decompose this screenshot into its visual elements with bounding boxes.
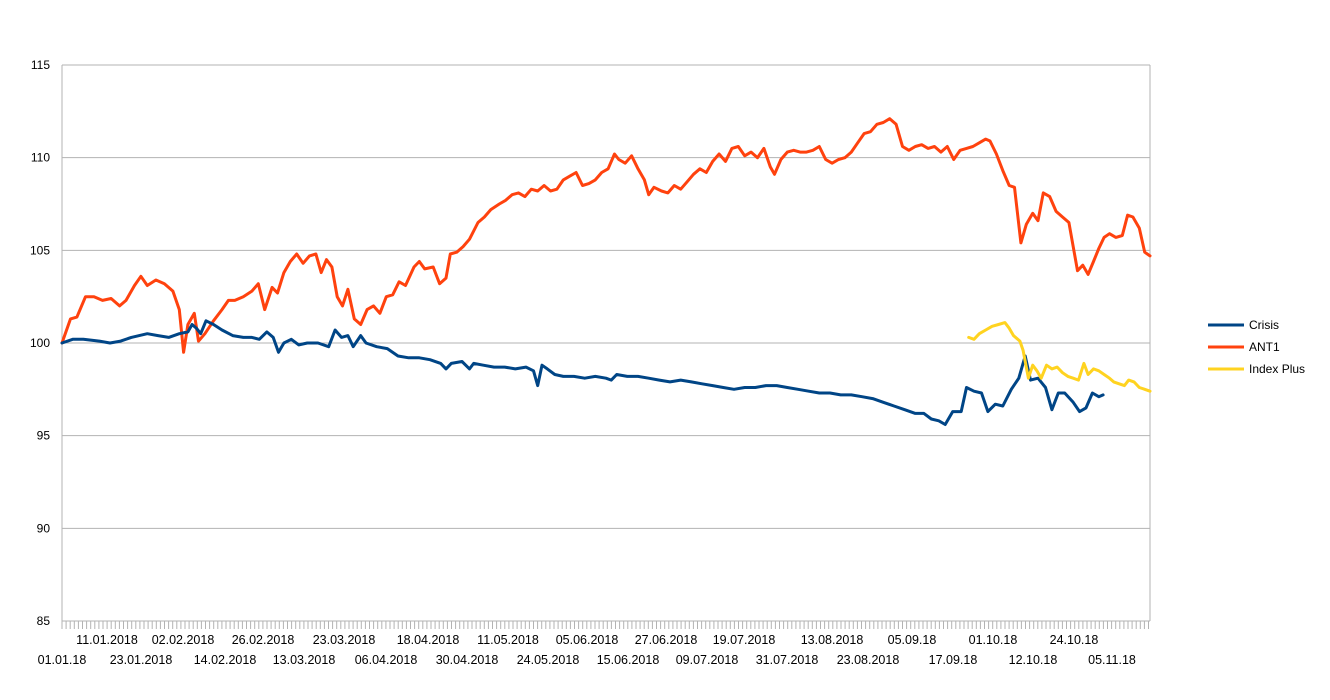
y-tick-label: 95: [37, 429, 51, 443]
x-tick-label: 13.03.2018: [273, 653, 336, 667]
y-tick-label: 100: [30, 336, 50, 350]
x-axis: 11.01.2018 02.02.2018 26.02.2018 23.03.2018…: [38, 620, 1150, 667]
y-tick-label: 90: [37, 521, 51, 535]
legend-label: ANT1: [1249, 340, 1280, 354]
legend-label: Index Plus: [1249, 362, 1305, 376]
y-axis-tick-labels: 85 90 95 100 105 110 115: [30, 58, 50, 628]
x-tick-label: 24.05.2018: [517, 653, 580, 667]
x-tick-label: 13.08.2018: [801, 633, 864, 647]
x-tick-label: 18.04.2018: [397, 633, 460, 647]
x-tick-label: 24.10.18: [1050, 633, 1099, 647]
x-tick-label: 01.01.18: [38, 653, 87, 667]
x-tick-label: 30.04.2018: [436, 653, 499, 667]
y-tick-label: 85: [37, 614, 51, 628]
x-tick-label: 23.03.2018: [313, 633, 376, 647]
x-tick-label: 19.07.2018: [713, 633, 776, 647]
grid-lines: [61, 64, 1151, 622]
x-tick-label: 31.07.2018: [756, 653, 819, 667]
x-axis-ticks: [61, 620, 1150, 629]
series-line-index-plus: [967, 321, 1152, 393]
x-tick-label: 23.08.2018: [837, 653, 900, 667]
x-tick-label: 14.02.2018: [194, 653, 257, 667]
x-tick-label: 15.06.2018: [597, 653, 660, 667]
x-tick-label: 17.09.18: [929, 653, 978, 667]
y-tick-label: 105: [30, 243, 50, 257]
series-line-ant1: [60, 117, 1152, 354]
x-tick-label: 11.05.2018: [477, 633, 539, 647]
legend-label: Crisis: [1249, 318, 1279, 332]
x-tick-label: 06.04.2018: [355, 653, 418, 667]
x-tick-label: 05.11.18: [1088, 653, 1136, 667]
x-tick-label: 01.10.18: [969, 633, 1018, 647]
x-tick-label: 26.02.2018: [232, 633, 295, 647]
x-tick-label: 12.10.18: [1009, 653, 1058, 667]
x-tick-label: 11.01.2018: [76, 633, 138, 647]
series-lines: [60, 117, 1152, 426]
x-tick-label: 05.09.18: [888, 633, 937, 647]
series-line-crisis: [60, 319, 1105, 426]
x-tick-label: 27.06.2018: [635, 633, 698, 647]
y-tick-label: 115: [31, 58, 50, 72]
x-tick-label: 09.07.2018: [676, 653, 739, 667]
x-tick-label: 23.01.2018: [110, 653, 173, 667]
x-tick-label: 05.06.2018: [556, 633, 619, 647]
y-tick-label: 110: [31, 151, 50, 165]
x-tick-label: 02.02.2018: [152, 633, 215, 647]
legend: Crisis ANT1 Index Plus: [1208, 318, 1305, 376]
